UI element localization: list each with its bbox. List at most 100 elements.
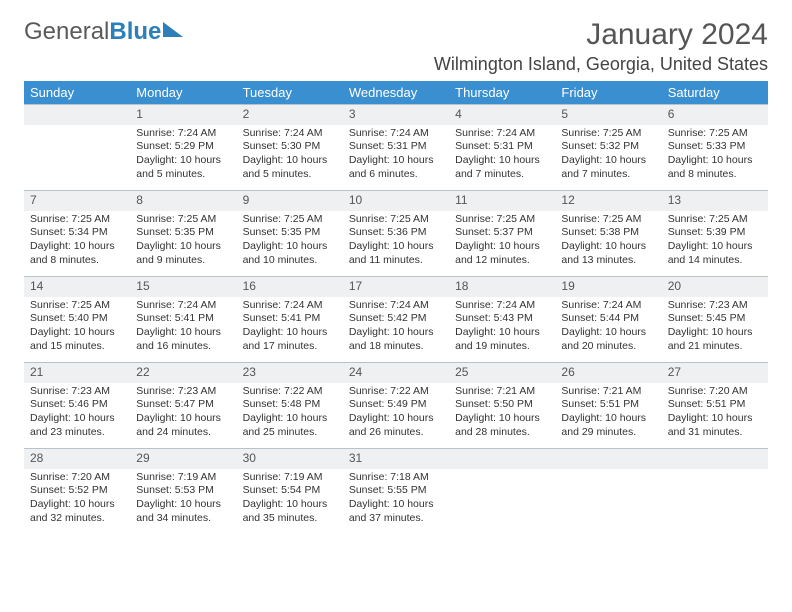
- day-number: 24: [343, 362, 449, 383]
- daylight-text: Daylight: 10 hours and 17 minutes.: [243, 326, 337, 353]
- daylight-text: Daylight: 10 hours and 6 minutes.: [349, 154, 443, 181]
- day-number: 31: [343, 448, 449, 469]
- calendar-cell: 23Sunrise: 7:22 AMSunset: 5:48 PMDayligh…: [237, 362, 343, 448]
- daylight-text: Daylight: 10 hours and 16 minutes.: [136, 326, 230, 353]
- sunrise-text: Sunrise: 7:24 AM: [455, 127, 549, 141]
- weekday-header: Saturday: [662, 81, 768, 104]
- calendar-cell: 8Sunrise: 7:25 AMSunset: 5:35 PMDaylight…: [130, 190, 236, 276]
- sunrise-text: Sunrise: 7:23 AM: [30, 385, 124, 399]
- sunrise-text: Sunrise: 7:25 AM: [243, 213, 337, 227]
- day-content: Sunrise: 7:22 AMSunset: 5:49 PMDaylight:…: [343, 383, 449, 444]
- calendar-cell: 21Sunrise: 7:23 AMSunset: 5:46 PMDayligh…: [24, 362, 130, 448]
- sunrise-text: Sunrise: 7:19 AM: [136, 471, 230, 485]
- day-content: Sunrise: 7:25 AMSunset: 5:34 PMDaylight:…: [24, 211, 130, 272]
- sunrise-text: Sunrise: 7:24 AM: [561, 299, 655, 313]
- day-number: 23: [237, 362, 343, 383]
- day-number: 15: [130, 276, 236, 297]
- sunrise-text: Sunrise: 7:25 AM: [30, 213, 124, 227]
- weekday-header: Wednesday: [343, 81, 449, 104]
- daylight-text: Daylight: 10 hours and 28 minutes.: [455, 412, 549, 439]
- day-number: 9: [237, 190, 343, 211]
- calendar-cell: 14Sunrise: 7:25 AMSunset: 5:40 PMDayligh…: [24, 276, 130, 362]
- day-content: Sunrise: 7:24 AMSunset: 5:29 PMDaylight:…: [130, 125, 236, 186]
- daylight-text: Daylight: 10 hours and 26 minutes.: [349, 412, 443, 439]
- weekday-header: Monday: [130, 81, 236, 104]
- daylight-text: Daylight: 10 hours and 19 minutes.: [455, 326, 549, 353]
- sunset-text: Sunset: 5:54 PM: [243, 484, 337, 498]
- sunrise-text: Sunrise: 7:25 AM: [561, 213, 655, 227]
- sunset-text: Sunset: 5:46 PM: [30, 398, 124, 412]
- day-content: Sunrise: 7:19 AMSunset: 5:54 PMDaylight:…: [237, 469, 343, 530]
- sunrise-text: Sunrise: 7:23 AM: [136, 385, 230, 399]
- calendar-row: 1Sunrise: 7:24 AMSunset: 5:29 PMDaylight…: [24, 104, 768, 190]
- daylight-text: Daylight: 10 hours and 32 minutes.: [30, 498, 124, 525]
- daylight-text: Daylight: 10 hours and 15 minutes.: [30, 326, 124, 353]
- calendar-cell: 24Sunrise: 7:22 AMSunset: 5:49 PMDayligh…: [343, 362, 449, 448]
- day-number: 28: [24, 448, 130, 469]
- calendar-cell: 22Sunrise: 7:23 AMSunset: 5:47 PMDayligh…: [130, 362, 236, 448]
- day-content: Sunrise: 7:20 AMSunset: 5:51 PMDaylight:…: [662, 383, 768, 444]
- sunset-text: Sunset: 5:51 PM: [561, 398, 655, 412]
- day-content: Sunrise: 7:25 AMSunset: 5:33 PMDaylight:…: [662, 125, 768, 186]
- day-number: [555, 448, 661, 469]
- sunrise-text: Sunrise: 7:25 AM: [561, 127, 655, 141]
- day-content: Sunrise: 7:22 AMSunset: 5:48 PMDaylight:…: [237, 383, 343, 444]
- daylight-text: Daylight: 10 hours and 37 minutes.: [349, 498, 443, 525]
- day-number: 18: [449, 276, 555, 297]
- day-number: [24, 104, 130, 125]
- calendar-cell: 25Sunrise: 7:21 AMSunset: 5:50 PMDayligh…: [449, 362, 555, 448]
- day-number: 29: [130, 448, 236, 469]
- day-number: 30: [237, 448, 343, 469]
- daylight-text: Daylight: 10 hours and 5 minutes.: [136, 154, 230, 181]
- calendar-row: 28Sunrise: 7:20 AMSunset: 5:52 PMDayligh…: [24, 448, 768, 534]
- title-block: January 2024 Wilmington Island, Georgia,…: [434, 18, 768, 75]
- day-number: 3: [343, 104, 449, 125]
- sunrise-text: Sunrise: 7:21 AM: [455, 385, 549, 399]
- day-content: Sunrise: 7:25 AMSunset: 5:38 PMDaylight:…: [555, 211, 661, 272]
- calendar-row: 21Sunrise: 7:23 AMSunset: 5:46 PMDayligh…: [24, 362, 768, 448]
- daylight-text: Daylight: 10 hours and 35 minutes.: [243, 498, 337, 525]
- day-number: 26: [555, 362, 661, 383]
- sunrise-text: Sunrise: 7:23 AM: [668, 299, 762, 313]
- day-content: Sunrise: 7:24 AMSunset: 5:30 PMDaylight:…: [237, 125, 343, 186]
- day-number: 5: [555, 104, 661, 125]
- sunset-text: Sunset: 5:36 PM: [349, 226, 443, 240]
- daylight-text: Daylight: 10 hours and 31 minutes.: [668, 412, 762, 439]
- calendar-table: Sunday Monday Tuesday Wednesday Thursday…: [24, 81, 768, 534]
- day-number: 10: [343, 190, 449, 211]
- calendar-cell: [662, 448, 768, 534]
- day-number: 6: [662, 104, 768, 125]
- day-content: Sunrise: 7:25 AMSunset: 5:39 PMDaylight:…: [662, 211, 768, 272]
- sunrise-text: Sunrise: 7:24 AM: [455, 299, 549, 313]
- day-number: 8: [130, 190, 236, 211]
- day-content: Sunrise: 7:24 AMSunset: 5:31 PMDaylight:…: [343, 125, 449, 186]
- sunset-text: Sunset: 5:32 PM: [561, 140, 655, 154]
- sunset-text: Sunset: 5:52 PM: [30, 484, 124, 498]
- day-number: 2: [237, 104, 343, 125]
- sunset-text: Sunset: 5:44 PM: [561, 312, 655, 326]
- weekday-header: Friday: [555, 81, 661, 104]
- calendar-row: 7Sunrise: 7:25 AMSunset: 5:34 PMDaylight…: [24, 190, 768, 276]
- daylight-text: Daylight: 10 hours and 18 minutes.: [349, 326, 443, 353]
- calendar-cell: 3Sunrise: 7:24 AMSunset: 5:31 PMDaylight…: [343, 104, 449, 190]
- sunset-text: Sunset: 5:43 PM: [455, 312, 549, 326]
- day-content: Sunrise: 7:25 AMSunset: 5:35 PMDaylight:…: [237, 211, 343, 272]
- day-number: 19: [555, 276, 661, 297]
- day-content: [555, 469, 661, 475]
- header: GeneralBlue January 2024 Wilmington Isla…: [24, 18, 768, 75]
- day-number: 17: [343, 276, 449, 297]
- sunset-text: Sunset: 5:35 PM: [243, 226, 337, 240]
- calendar-cell: 2Sunrise: 7:24 AMSunset: 5:30 PMDaylight…: [237, 104, 343, 190]
- day-number: 22: [130, 362, 236, 383]
- logo: GeneralBlue: [24, 18, 183, 46]
- location: Wilmington Island, Georgia, United State…: [434, 54, 768, 75]
- calendar-cell: 18 Sunrise: 7:24 AMSunset: 5:43 PMDayligh…: [449, 276, 555, 362]
- sunrise-text: Sunrise: 7:24 AM: [136, 127, 230, 141]
- sunrise-text: Sunrise: 7:25 AM: [455, 213, 549, 227]
- daylight-text: Daylight: 10 hours and 20 minutes.: [561, 326, 655, 353]
- sunset-text: Sunset: 5:37 PM: [455, 226, 549, 240]
- calendar-cell: 11Sunrise: 7:25 AMSunset: 5:37 PMDayligh…: [449, 190, 555, 276]
- daylight-text: Daylight: 10 hours and 7 minutes.: [455, 154, 549, 181]
- sunset-text: Sunset: 5:41 PM: [136, 312, 230, 326]
- calendar-cell: 16Sunrise: 7:24 AMSunset: 5:41 PMDayligh…: [237, 276, 343, 362]
